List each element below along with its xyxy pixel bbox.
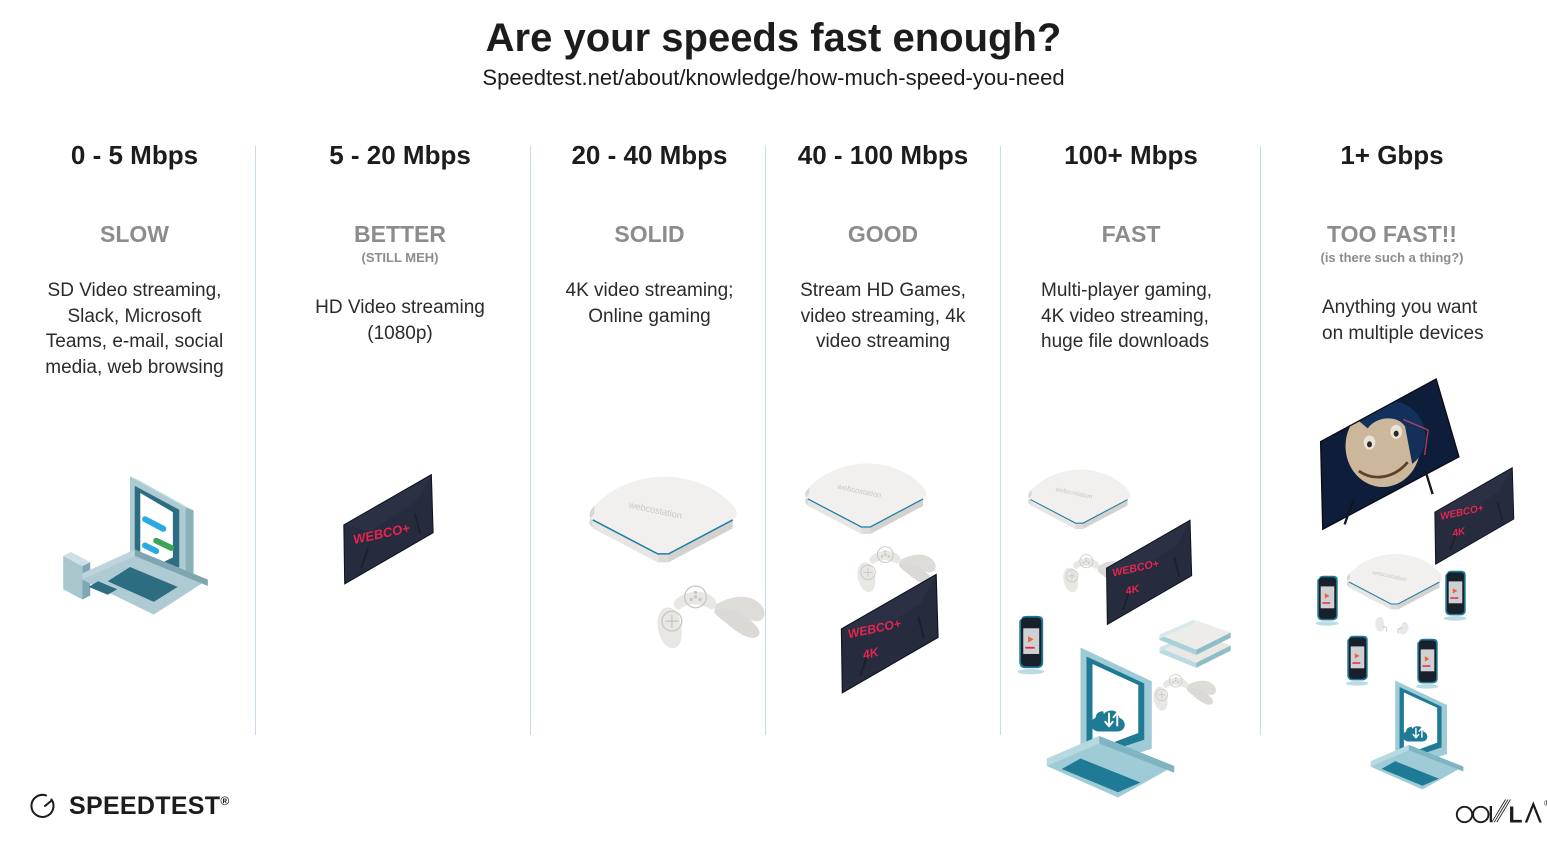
svg-text:L: L: [1509, 802, 1523, 825]
